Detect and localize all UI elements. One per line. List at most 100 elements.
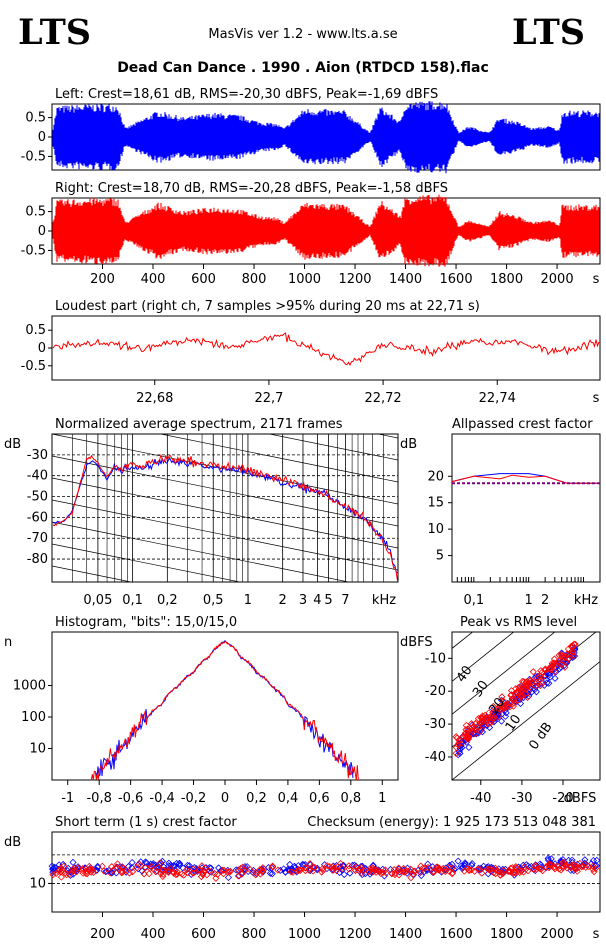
scatter-point — [517, 693, 525, 701]
y-tick-label: 10 — [427, 522, 444, 537]
y-tick-label: -10 — [425, 651, 446, 666]
scatter-point — [551, 667, 559, 676]
scatter-point — [556, 659, 564, 667]
histogram-right — [90, 640, 359, 781]
panel-title: Short term (1 s) crest factor — [55, 815, 237, 830]
scatter-point — [109, 866, 117, 874]
x-tick-label: 600 — [191, 927, 216, 942]
scatter-point — [357, 863, 365, 871]
scatter-point — [172, 870, 180, 879]
scatter-point — [411, 867, 419, 875]
scatter-point — [399, 864, 408, 873]
x-tick-label: 200 — [90, 272, 115, 287]
scatter-point — [128, 868, 137, 876]
scatter-point — [451, 865, 460, 873]
scatter-point — [141, 864, 150, 872]
x-tick-label: 1 — [525, 593, 533, 608]
scatter-point — [189, 865, 197, 873]
scatter-point — [507, 687, 516, 695]
x-tick-label: 2000 — [541, 272, 574, 287]
y-tick-label: 20 — [427, 469, 444, 484]
scatter-point — [113, 860, 122, 868]
scatter-point — [518, 677, 526, 685]
scatter-point — [213, 870, 221, 879]
scatter-point — [61, 869, 69, 877]
scatter-point — [570, 640, 578, 648]
scatter-point — [571, 640, 579, 648]
x-tick-label: 1800 — [490, 927, 523, 942]
x-tick-label: -0,8 — [86, 791, 111, 806]
x-unit-label: s — [593, 272, 600, 287]
plot-frame — [451, 433, 601, 583]
scatter-point — [546, 664, 554, 673]
scatter-point — [82, 867, 90, 875]
y-tick-label: 100 — [21, 710, 46, 725]
scatter-point — [465, 743, 473, 751]
scatter-point — [454, 741, 462, 749]
scatter-point — [399, 867, 407, 876]
scatter-point — [103, 867, 111, 875]
slope-line — [158, 434, 398, 483]
y-tick-label: -30 — [425, 717, 446, 732]
scatter-point — [220, 866, 228, 874]
x-tick-label: 600 — [191, 272, 216, 287]
y-axis-label: dB — [400, 437, 417, 452]
scatter-point — [152, 868, 160, 876]
scatter-point — [565, 856, 573, 864]
slope-line — [52, 346, 398, 416]
scatter-point — [256, 870, 264, 878]
scatter-point — [512, 863, 520, 871]
scatter-point — [293, 867, 301, 875]
scatter-point — [520, 678, 528, 686]
scatter-point — [184, 869, 192, 877]
scatter-point — [62, 871, 71, 879]
scatter-point — [145, 870, 153, 878]
scatter-point — [568, 647, 576, 655]
scatter-point — [185, 862, 193, 870]
scatter-point — [511, 869, 519, 877]
scatter-point — [395, 864, 403, 872]
scatter-point — [589, 862, 597, 870]
scatter-point — [396, 868, 404, 876]
x-tick-label: 0,8 — [340, 791, 361, 806]
x-tick-label: 800 — [242, 927, 267, 942]
scatter-point — [486, 718, 495, 726]
scatter-point — [266, 869, 274, 877]
scatter-point — [478, 728, 487, 736]
x-tick-label: 2 — [541, 593, 549, 608]
scatter-point — [484, 870, 492, 878]
scatter-point — [516, 868, 524, 877]
scatter-point — [476, 719, 484, 727]
y-axis-label: dB — [4, 835, 21, 850]
scatter-point — [485, 713, 494, 721]
scatter-point — [592, 864, 600, 873]
slope-line — [52, 499, 398, 571]
scatter-point — [60, 862, 68, 870]
x-unit-label: kHz — [574, 593, 598, 608]
scatter-point — [532, 865, 540, 873]
scatter-point — [269, 862, 277, 870]
scatter-point — [581, 856, 589, 864]
scatter-point — [494, 704, 502, 712]
scatter-point — [194, 866, 203, 874]
track-title: Dead Can Dance . 1990 . Aion (RTDCD 158)… — [117, 60, 489, 76]
scatter-point — [57, 873, 65, 881]
scatter-point — [471, 724, 479, 732]
y-tick-label: 0.5 — [25, 205, 46, 220]
scatter-point — [345, 865, 353, 873]
x-tick-label: 0,6 — [309, 791, 330, 806]
scatter-point — [219, 866, 227, 874]
scatter-point — [369, 864, 377, 872]
scatter-point — [536, 682, 544, 690]
y-tick-label: -20 — [425, 684, 446, 699]
scatter-point — [269, 863, 277, 871]
y-axis-label: dB — [4, 437, 21, 452]
scatter-point — [258, 867, 266, 875]
x-unit-label: dBFS — [564, 791, 597, 806]
slope-line — [52, 565, 133, 582]
scatter-point — [502, 709, 510, 717]
scatter-point — [454, 751, 462, 759]
scatter-point — [207, 864, 215, 872]
panel-title: Loudest part (right ch, 7 samples >95% d… — [55, 299, 480, 314]
